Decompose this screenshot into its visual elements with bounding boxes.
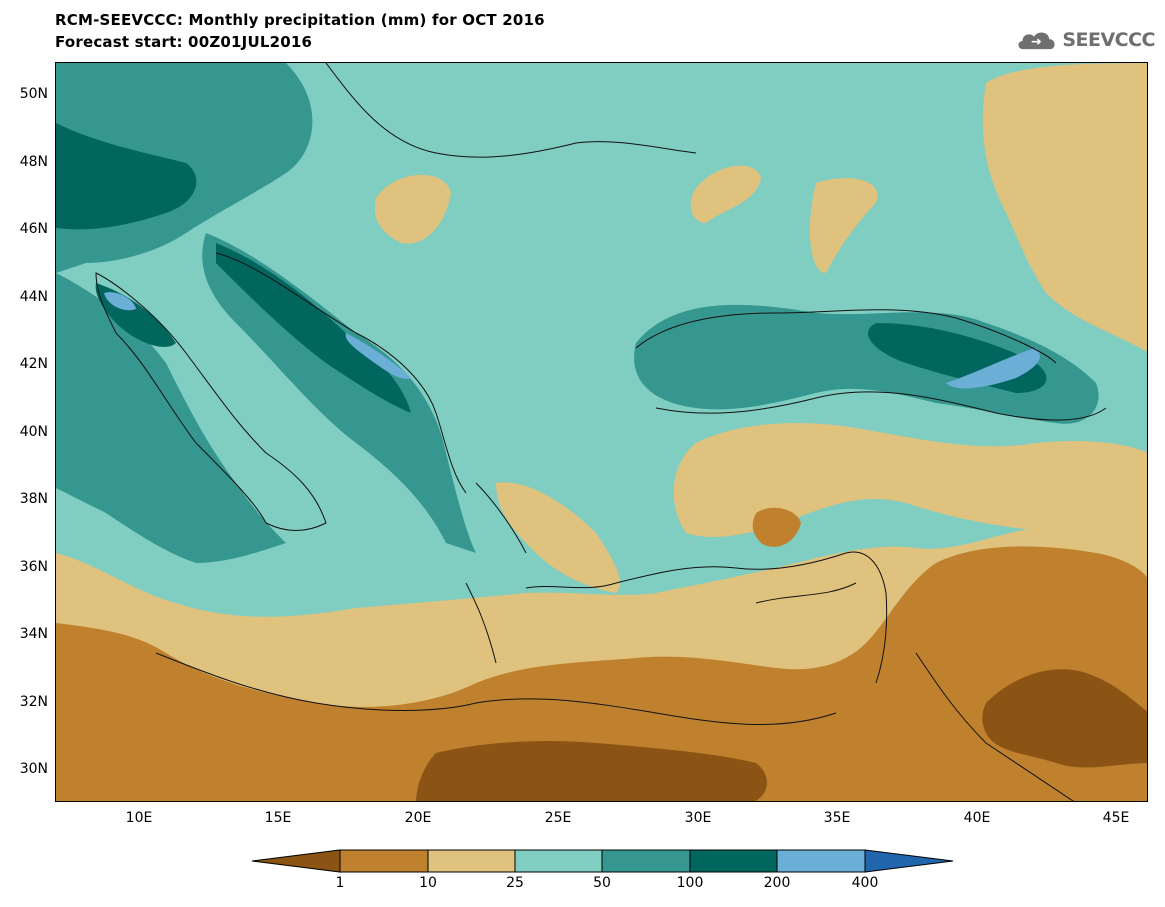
- dry-area-crimea: [809, 178, 878, 273]
- logo-text: SEEVCCC: [1062, 29, 1155, 51]
- lon-label: 10E: [125, 810, 153, 826]
- colorbar-label: 100: [676, 875, 704, 891]
- wet-band-adriatic-max: [345, 333, 411, 379]
- lon-label: 35E: [823, 810, 851, 826]
- colorbar-swatch: [601, 849, 691, 873]
- precipitation-map[interactable]: [55, 62, 1148, 802]
- colorbar-label: 400: [851, 875, 879, 891]
- lat-label: 30N: [19, 761, 48, 777]
- lat-label: 50N: [19, 86, 48, 102]
- colorbar: [251, 849, 954, 873]
- moderate-belt-south: [56, 546, 1147, 801]
- lon-label: 25E: [544, 810, 572, 826]
- lat-label: 48N: [19, 154, 48, 170]
- wet-area-black-sea: [634, 304, 1099, 424]
- lon-label: 40E: [963, 810, 991, 826]
- wet-spot-corsica: [104, 292, 136, 311]
- lon-label: 30E: [684, 810, 712, 826]
- lon-label: 45E: [1102, 810, 1130, 826]
- map-title: RCM-SEEVCCC: Monthly precipitation (mm) …: [55, 11, 545, 29]
- lat-label: 38N: [19, 491, 48, 507]
- colorbar-label: 25: [506, 875, 524, 891]
- map-canvas: [56, 63, 1147, 801]
- coast-borders: [95, 63, 1107, 801]
- lat-label: 32N: [19, 694, 48, 710]
- wet-band-adriatic-core: [216, 243, 411, 413]
- colorbar-swatch: [251, 849, 341, 873]
- wet-area-tyrrhenian: [56, 273, 286, 563]
- colorbar-label: 200: [763, 875, 791, 891]
- lat-label: 34N: [19, 626, 48, 642]
- lat-label: 36N: [19, 559, 48, 575]
- lon-label: 15E: [264, 810, 292, 826]
- very-dry-area-sahara: [416, 741, 767, 801]
- lat-label: 42N: [19, 356, 48, 372]
- colorbar-label: 50: [593, 875, 611, 891]
- colorbar-label: 10: [419, 875, 437, 891]
- colorbar-swatch: [776, 849, 866, 873]
- forecast-start-subtitle: Forecast start: 00Z01JUL2016: [55, 33, 313, 51]
- colorbar-label: 1: [335, 875, 345, 891]
- dry-area-hungary: [374, 174, 451, 244]
- dry-area-aegean: [496, 482, 620, 593]
- seevccc-logo: SEEVCCC: [1015, 22, 1155, 58]
- wet-area-alps-core: [56, 123, 197, 230]
- cloud-icon: [1018, 32, 1055, 50]
- dry-area-north-east: [982, 63, 1147, 352]
- colorbar-swatch: [339, 849, 429, 873]
- lat-label: 40N: [19, 424, 48, 440]
- lat-label: 44N: [19, 289, 48, 305]
- dry-area-ukraine: [690, 165, 761, 223]
- lat-label: 46N: [19, 221, 48, 237]
- wet-spot-black-sea: [946, 348, 1040, 389]
- colorbar-swatch: [689, 849, 778, 873]
- colorbar-swatch: [427, 849, 516, 873]
- moderate-area-anatolia: [752, 507, 801, 547]
- colorbar-swatch: [864, 849, 954, 873]
- lon-label: 20E: [404, 810, 432, 826]
- colorbar-swatch: [514, 849, 603, 873]
- very-dry-area-arabia: [982, 669, 1147, 768]
